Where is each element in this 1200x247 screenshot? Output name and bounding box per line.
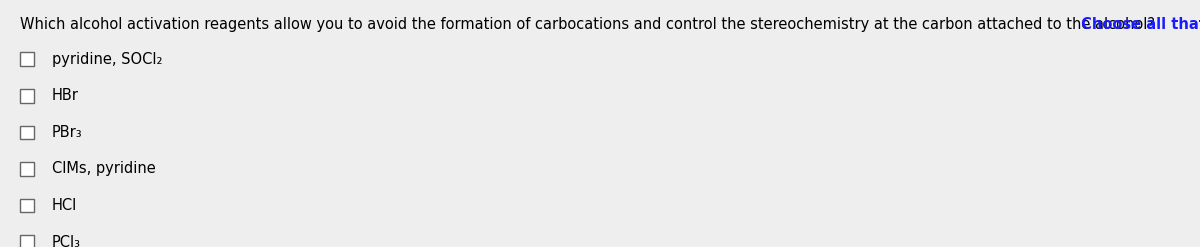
Bar [20, 162, 34, 176]
Text: ClMs, pyridine: ClMs, pyridine [52, 162, 155, 176]
Text: Which alcohol activation reagents allow you to avoid the formation of carbocatio: Which alcohol activation reagents allow … [20, 17, 1156, 32]
Bar [20, 199, 34, 212]
Text: pyridine, SOCl₂: pyridine, SOCl₂ [52, 52, 162, 67]
Text: HBr: HBr [52, 88, 78, 103]
Bar [20, 235, 34, 247]
Text: Choose all that apply.: Choose all that apply. [1076, 17, 1200, 32]
Bar [20, 89, 34, 103]
Bar [20, 53, 34, 66]
Text: PBr₃: PBr₃ [52, 125, 83, 140]
Text: PCl₃: PCl₃ [52, 235, 80, 247]
Text: HCl: HCl [52, 198, 77, 213]
Bar [20, 126, 34, 139]
